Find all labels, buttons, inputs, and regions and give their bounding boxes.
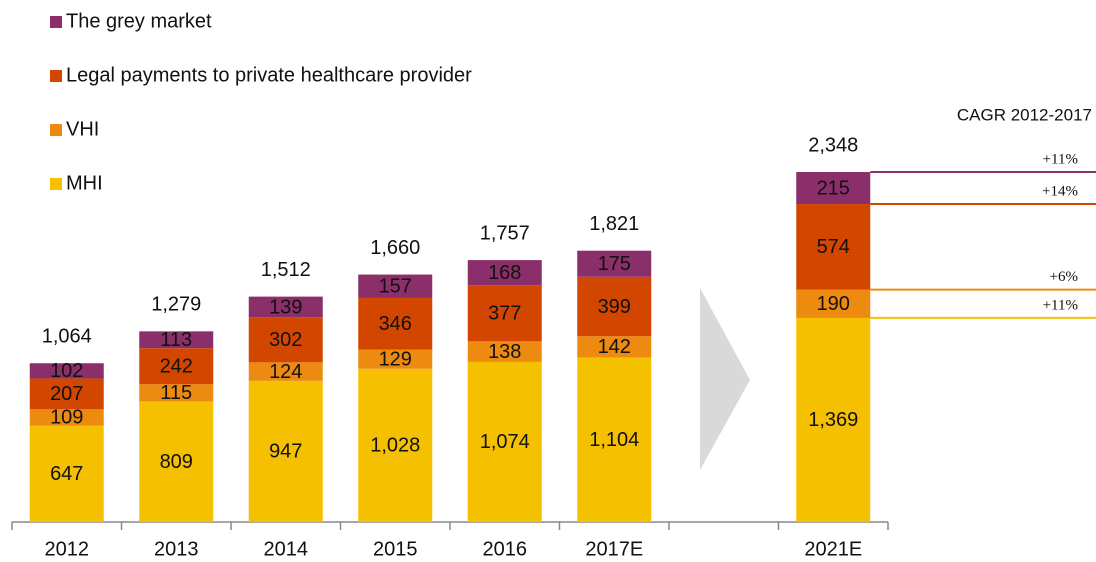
legend-label: The grey market (66, 10, 212, 32)
bar-segment (29, 378, 104, 410)
bar-segment (577, 276, 652, 337)
data-label: 129 (379, 348, 412, 370)
bar-segment (467, 361, 542, 522)
data-label: 302 (269, 329, 302, 351)
bar-segment (29, 425, 104, 522)
bar-segment (248, 296, 323, 318)
data-label: 346 (379, 313, 412, 335)
data-label: 947 (269, 441, 302, 463)
legend-label: MHI (66, 172, 103, 194)
data-label: 215 (817, 177, 850, 199)
bar-segment (358, 297, 433, 350)
bar-segment (796, 204, 871, 290)
data-label: 1,074 (480, 431, 530, 453)
bar-segment (467, 341, 542, 362)
data-label: 102 (50, 360, 83, 382)
bar-segment (467, 285, 542, 342)
bar-segment (248, 362, 323, 381)
total-label: 1,821 (589, 213, 639, 235)
x-tick-label: 2021E (804, 538, 862, 560)
bar-segment (358, 368, 433, 522)
data-label: 207 (50, 383, 83, 405)
bar-segment (139, 331, 214, 349)
data-label: 142 (598, 336, 631, 358)
bar-segment (577, 357, 652, 522)
x-tick-label: 2017E (585, 538, 643, 560)
total-label: 1,279 (151, 294, 201, 316)
data-label: 647 (50, 463, 83, 485)
data-label: 113 (160, 329, 192, 351)
x-tick-label: 2015 (373, 538, 418, 560)
bar-segment (29, 363, 104, 379)
data-label: 168 (488, 262, 521, 284)
data-label: 175 (598, 253, 631, 275)
bar-segment (796, 317, 871, 522)
bar-segment (577, 250, 652, 277)
legend-swatch (50, 178, 62, 190)
data-label: 138 (488, 341, 521, 363)
bar-segment (577, 336, 652, 358)
data-label: 157 (379, 276, 412, 298)
x-tick-label: 2013 (154, 538, 199, 560)
bar-segment (358, 349, 433, 369)
cagr-label: +6% (1050, 269, 1078, 285)
bar-segment (248, 380, 323, 522)
x-tick-label: 2014 (264, 538, 309, 560)
data-label: 139 (269, 296, 302, 318)
data-label: 377 (488, 303, 521, 325)
bar-segment (248, 317, 323, 363)
cagr-label: +11% (1043, 297, 1078, 313)
x-tick-label: 2012 (45, 538, 90, 560)
total-label: 1,512 (261, 259, 311, 281)
bar-segment (796, 289, 871, 318)
cagr-label: +14% (1042, 183, 1078, 199)
data-label: 109 (50, 407, 83, 429)
legend-label: VHI (66, 118, 99, 140)
data-label: 1,028 (370, 435, 420, 457)
data-label: 242 (160, 356, 193, 378)
bar-segment (139, 384, 214, 402)
arrow (700, 288, 750, 470)
bar-segment (467, 260, 542, 286)
data-label: 399 (598, 296, 631, 318)
bar-segment (358, 274, 433, 298)
bar-segment (139, 401, 214, 522)
data-label: 809 (160, 451, 193, 473)
legend-swatch (50, 16, 62, 28)
legend-swatch (50, 124, 62, 136)
total-label: 1,660 (370, 237, 420, 259)
legend-swatch (50, 70, 62, 82)
cagr-label: +11% (1043, 151, 1078, 167)
bar-segment (139, 348, 214, 385)
total-label: 1,064 (42, 326, 92, 348)
data-label: 574 (817, 236, 850, 258)
bar-segment (29, 409, 104, 426)
legend-label: Legal payments to private healthcare pro… (66, 64, 472, 86)
cagr-title: CAGR 2012-2017 (957, 105, 1092, 124)
data-label: 190 (817, 293, 850, 315)
data-label: 124 (269, 361, 302, 383)
data-label: 1,369 (808, 409, 858, 431)
total-label: 2,348 (808, 134, 858, 156)
x-tick-label: 2016 (483, 538, 528, 560)
data-label: 1,104 (589, 429, 639, 451)
total-label: 1,757 (480, 222, 530, 244)
bar-segment (796, 172, 871, 205)
data-label: 115 (160, 382, 192, 404)
